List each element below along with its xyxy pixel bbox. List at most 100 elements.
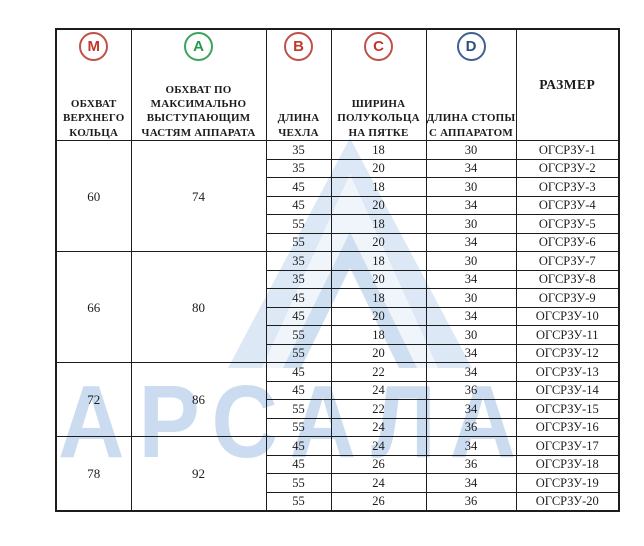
c-value-cell: 26 — [330, 454, 427, 474]
b-value-cell: 45 — [265, 177, 332, 197]
a-circle-icon: A — [184, 32, 213, 61]
b-circle-icon: B — [284, 32, 313, 61]
b-value-cell: 45 — [265, 195, 332, 215]
a-column-label: ОБХВАТ ПО МАКСИМАЛЬНО ВЫСТУПАЮЩИМ ЧАСТЯМ… — [141, 83, 256, 139]
table-row: 55 18 30 ОГСРЗУ-5 — [56, 214, 620, 234]
c-value-cell: 20 — [330, 195, 427, 215]
table-row: 72 86 45 22 34 ОГСРЗУ-13 — [55, 362, 620, 437]
c-circle-icon: C — [364, 32, 393, 61]
size-value-cell: ОГСРЗУ-15 — [515, 399, 620, 419]
m-value-cell: 60 — [55, 140, 132, 252]
c-value-cell: 26 — [330, 491, 427, 512]
table-row: 35 20 34 ОГСРЗУ-8 — [56, 269, 620, 289]
header-size-column: РАЗМЕР — [515, 28, 620, 141]
size-value-cell: ОГСРЗУ-3 — [515, 177, 620, 197]
size-value-cell: ОГСРЗУ-7 — [515, 251, 620, 271]
c-value-cell: 20 — [330, 269, 427, 289]
d-value-cell: 34 — [425, 269, 517, 289]
a-letter: A — [193, 38, 204, 55]
size-value-cell: ОГСРЗУ-12 — [515, 343, 620, 363]
c-value-cell: 24 — [330, 417, 427, 437]
b-value-cell: 35 — [265, 140, 332, 160]
size-value-cell: ОГСРЗУ-8 — [515, 269, 620, 289]
header-row: M ОБХВАТ ВЕРХНЕГО КОЛЬЦА A ОБХВАТ ПО МАК… — [55, 28, 620, 141]
d-value-cell: 34 — [425, 343, 517, 363]
size-value-cell: ОГСРЗУ-11 — [515, 325, 620, 345]
table-row: 35 20 34 ОГСРЗУ-2 — [56, 158, 620, 178]
c-value-cell: 18 — [330, 251, 427, 271]
size-value-cell: ОГСРЗУ-6 — [515, 232, 620, 252]
b-value-cell: 45 — [265, 454, 332, 474]
b-value-cell: 55 — [265, 491, 332, 512]
d-value-cell: 30 — [425, 214, 517, 234]
c-value-cell: 20 — [330, 343, 427, 363]
d-letter: D — [465, 38, 477, 55]
b-value-cell: 55 — [265, 232, 332, 252]
size-value-cell: ОГСРЗУ-18 — [515, 454, 620, 474]
m-letter: M — [87, 38, 101, 55]
table-row: 78 92 45 24 34 ОГСРЗУ-17 — [55, 436, 620, 512]
d-value-cell: 36 — [425, 417, 517, 437]
table-row: 55 20 34 ОГСРЗУ-12 — [56, 343, 620, 363]
size-column-label: РАЗМЕР — [539, 77, 596, 92]
c-value-cell: 24 — [330, 473, 427, 493]
m-value-cell: 78 — [55, 436, 132, 512]
c-value-cell: 18 — [330, 140, 427, 160]
header-c-column: C ШИРИНА ПОЛУКОЛЬЦА НА ПЯТКЕ — [330, 28, 427, 141]
d-value-cell: 30 — [425, 288, 517, 308]
d-value-cell: 36 — [425, 454, 517, 474]
b-value-cell: 55 — [265, 399, 332, 419]
table-body: 60 74 35 18 30 ОГСРЗУ-1 35 20 34 ОГСРЗУ-… — [55, 140, 620, 512]
m-circle-icon: M — [79, 32, 109, 61]
size-value-cell: ОГСРЗУ-5 — [515, 214, 620, 234]
c-value-cell: 20 — [330, 158, 427, 178]
c-value-cell: 22 — [330, 362, 427, 382]
d-value-cell: 34 — [425, 232, 517, 252]
c-value-cell: 18 — [330, 177, 427, 197]
d-value-cell: 30 — [425, 325, 517, 345]
d-value-cell: 30 — [425, 177, 517, 197]
m-value-cell: 66 — [55, 251, 132, 363]
size-value-cell: ОГСРЗУ-16 — [515, 417, 620, 437]
table-row: 45 24 36 ОГСРЗУ-14 — [56, 380, 620, 400]
size-value-cell: ОГСРЗУ-10 — [515, 306, 620, 326]
a-value-cell: 86 — [130, 362, 267, 437]
b-value-cell: 55 — [265, 343, 332, 363]
size-value-cell: ОГСРЗУ-9 — [515, 288, 620, 308]
c-value-cell: 24 — [330, 380, 427, 400]
header-a-column: A ОБХВАТ ПО МАКСИМАЛЬНО ВЫСТУПАЮЩИМ ЧАСТ… — [130, 28, 267, 141]
b-value-cell: 55 — [265, 417, 332, 437]
size-value-cell: ОГСРЗУ-14 — [515, 380, 620, 400]
m-value-cell: 72 — [55, 362, 132, 437]
d-column-label: ДЛИНА СТОПЫ С АППАРАТОМ — [426, 112, 516, 139]
b-value-cell: 45 — [265, 306, 332, 326]
d-value-cell: 34 — [425, 399, 517, 419]
c-letter: C — [373, 38, 384, 55]
b-letter: B — [293, 38, 304, 55]
header-d-column: D ДЛИНА СТОПЫ С АППАРАТОМ — [425, 28, 517, 141]
b-column-label: ДЛИНА ЧЕХЛА — [277, 112, 320, 139]
table-header: M ОБХВАТ ВЕРХНЕГО КОЛЬЦА A ОБХВАТ ПО МАК… — [55, 28, 620, 141]
d-value-cell: 36 — [425, 380, 517, 400]
m-column-label: ОБХВАТ ВЕРХНЕГО КОЛЬЦА — [62, 98, 125, 139]
c-value-cell: 20 — [330, 306, 427, 326]
a-value-cell: 80 — [130, 251, 267, 363]
size-table: M ОБХВАТ ВЕРХНЕГО КОЛЬЦА A ОБХВАТ ПО МАК… — [55, 28, 620, 512]
b-value-cell: 45 — [265, 288, 332, 308]
header-m-column: M ОБХВАТ ВЕРХНЕГО КОЛЬЦА — [55, 28, 132, 141]
b-value-cell: 35 — [265, 251, 332, 271]
d-value-cell: 34 — [425, 195, 517, 215]
a-value-cell: 92 — [130, 436, 267, 512]
b-value-cell: 55 — [265, 325, 332, 345]
table-row: 55 20 34 ОГСРЗУ-6 — [56, 232, 620, 252]
table-row: 45 18 30 ОГСРЗУ-3 — [56, 177, 620, 197]
c-value-cell: 18 — [330, 325, 427, 345]
d-value-cell: 34 — [425, 306, 517, 326]
table-row: 66 80 35 18 30 ОГСРЗУ-7 — [55, 251, 620, 363]
c-value-cell: 20 — [330, 232, 427, 252]
b-value-cell: 45 — [265, 436, 332, 456]
size-value-cell: ОГСРЗУ-17 — [515, 436, 620, 456]
b-value-cell: 55 — [265, 214, 332, 234]
table-row: 55 24 34 ОГСРЗУ-19 — [56, 473, 620, 493]
